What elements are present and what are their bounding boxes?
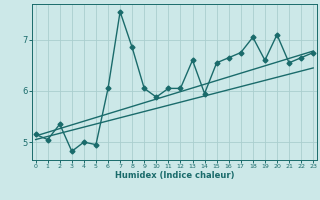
X-axis label: Humidex (Indice chaleur): Humidex (Indice chaleur) xyxy=(115,171,234,180)
